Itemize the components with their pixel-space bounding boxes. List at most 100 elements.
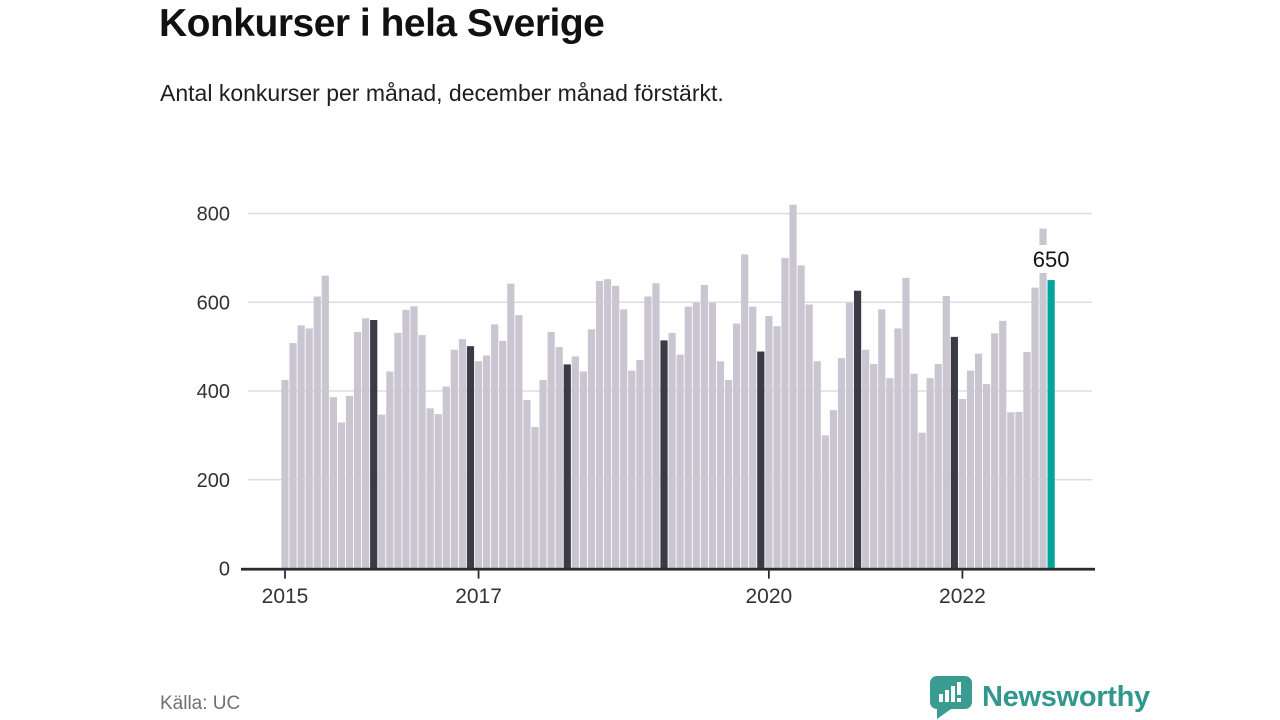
bar-2015-09 (345, 395, 354, 569)
bar-2017-04 (499, 340, 507, 569)
bar-2021-03 (878, 309, 886, 569)
bar-2016-10 (450, 349, 458, 569)
bar-2017-11 (555, 347, 563, 569)
logo-exclamation-dot (957, 698, 961, 702)
bar-2022-03 (974, 353, 983, 569)
bar-2019-09 (733, 323, 741, 569)
bar-2021-12 (950, 336, 958, 569)
x-tick-label-2015: 2015 (262, 585, 309, 608)
bar-2018-11 (652, 283, 660, 569)
bar-2016-06 (418, 335, 426, 569)
newsworthy-wordmark: Newsworthy (982, 681, 1150, 713)
y-tick-label-600: 600 (197, 292, 230, 314)
bar-2017-02 (483, 355, 491, 569)
bar-2016-12 (466, 346, 475, 569)
bar-2016-02 (386, 371, 394, 569)
bar-2020-02 (773, 326, 781, 569)
bar-2015-04 (305, 328, 313, 569)
bar-2019-05 (700, 284, 708, 569)
bar-2020-07 (813, 361, 821, 569)
bar-2015-02 (289, 343, 297, 569)
annotation-value-label: 650 (1033, 247, 1070, 272)
annotation-backdrop (1027, 245, 1075, 273)
bar-2018-02 (579, 371, 587, 569)
x-axis-tick-2017 (477, 570, 480, 579)
bar-2020-12 (853, 290, 862, 569)
bar-2021-02 (870, 363, 878, 569)
bar-2017-09 (539, 379, 547, 569)
bar-2022-02 (966, 370, 975, 569)
bar-2019-03 (684, 306, 692, 569)
y-tick-label-800: 800 (197, 204, 230, 226)
bar-2017-01 (474, 361, 483, 569)
bar-2021-08 (918, 432, 926, 569)
bar-2016-04 (402, 309, 410, 569)
bar-2016-09 (442, 386, 450, 569)
bar-2015-12 (370, 320, 378, 569)
logo-bar-2 (945, 690, 949, 702)
bar-2022-09 (1023, 351, 1031, 569)
bar-2021-01 (862, 349, 870, 569)
bar-2022-11 (1039, 228, 1047, 569)
bar-2020-11 (845, 302, 854, 569)
bar-2022-05 (991, 333, 999, 569)
bar-2016-08 (434, 414, 442, 569)
bar-2019-08 (724, 379, 733, 569)
bar-2018-01 (571, 356, 579, 569)
y-tick-label-200: 200 (197, 470, 230, 492)
y-tick-label-0: 0 (219, 559, 230, 581)
bar-2015-07 (329, 397, 337, 569)
x-axis-tick-2015 (284, 570, 286, 579)
bar-2015-01 (281, 379, 289, 569)
bar-2015-08 (337, 422, 346, 569)
bar-2019-06 (708, 302, 717, 569)
bar-2022-08 (1015, 411, 1023, 569)
bar-2017-05 (507, 283, 515, 569)
bar-2020-09 (829, 410, 837, 569)
bar-2021-09 (926, 378, 934, 569)
bar-2019-11 (749, 306, 757, 569)
y-tick-label-400: 400 (197, 381, 230, 403)
logo-exclamation-bar (957, 682, 961, 695)
bar-2017-07 (523, 399, 531, 569)
bar-2022-07 (1007, 412, 1015, 569)
x-tick-label-2020: 2020 (746, 585, 793, 608)
x-tick-label-2022: 2022 (939, 585, 986, 608)
bar-2018-03 (587, 329, 596, 569)
bar-2019-10 (741, 254, 749, 569)
bar-2018-09 (636, 359, 644, 569)
bar-2018-05 (603, 279, 612, 569)
bar-2018-04 (595, 280, 604, 569)
bar-2018-10 (644, 296, 652, 569)
bar-2015-05 (313, 296, 321, 569)
x-tick-label-2017: 2017 (455, 585, 502, 608)
bar-2016-03 (394, 332, 402, 569)
bar-2021-07 (910, 373, 918, 569)
bar-2015-11 (362, 318, 370, 569)
bar-2021-06 (902, 277, 910, 569)
bar-2018-07 (620, 309, 628, 569)
bar-2021-11 (942, 296, 950, 569)
bar-2020-03 (781, 257, 789, 569)
bar-2018-12 (660, 340, 668, 569)
bar-2019-12 (757, 351, 765, 569)
bar-2019-01 (668, 332, 676, 569)
bar-2020-04 (789, 204, 797, 569)
chart-title: Konkurser i hela Sverige (159, 2, 605, 45)
newsworthy-logo[interactable]: Newsworthy (930, 676, 1150, 719)
source-caption: Källa: UC (160, 693, 241, 714)
newsworthy-logo-icon (930, 676, 972, 719)
logo-bar-1 (939, 694, 943, 702)
bar-2019-04 (692, 302, 700, 569)
bar-2017-12 (563, 364, 571, 569)
bar-2019-02 (676, 354, 684, 569)
bar-2017-06 (515, 315, 523, 569)
bar-2022-06 (999, 320, 1007, 569)
bar-2016-05 (410, 306, 418, 569)
bar-2016-11 (458, 339, 467, 569)
bar-2020-05 (797, 265, 805, 569)
bar-2020-01 (765, 316, 773, 569)
bar-2020-10 (837, 358, 846, 569)
